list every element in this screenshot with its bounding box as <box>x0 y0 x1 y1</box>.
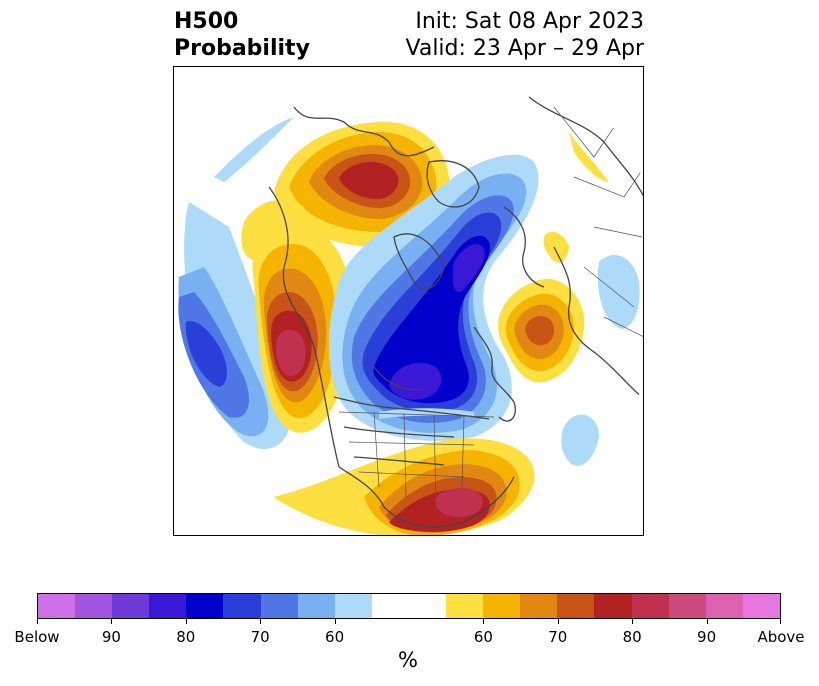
title-left: H500 Probability <box>174 8 310 62</box>
colorbar-cell <box>668 594 706 618</box>
colorbar-unit-label: % <box>398 648 418 672</box>
colorbar-cell <box>742 594 780 618</box>
colorbar-cell <box>705 594 743 618</box>
negative-anomaly-eurasia <box>597 254 640 329</box>
colorbar-tick-label: 70 <box>548 628 568 646</box>
colorbar-cell <box>483 594 521 618</box>
negative-anomaly-canada <box>328 154 539 441</box>
colorbar-tick-mark <box>37 619 38 624</box>
colorbar-cell <box>446 594 484 618</box>
colorbar-tick-mark <box>780 619 781 624</box>
colorbar-tick-label: 80 <box>176 628 196 646</box>
colorbar-tick-label: 90 <box>697 628 717 646</box>
colorbar-cell <box>371 594 409 618</box>
colorbar <box>37 593 781 619</box>
colorbar-tick-mark <box>706 619 708 624</box>
colorbar-cell <box>223 594 261 618</box>
title-right: Init: Sat 08 Apr 2023 Valid: 23 Apr – 29… <box>406 8 645 62</box>
colorbar-cell <box>631 594 669 618</box>
colorbar-tick-label: Below <box>14 628 60 646</box>
colorbar-tick-label: 60 <box>325 628 345 646</box>
positive-anomaly-greenland <box>274 122 450 247</box>
political-borders <box>338 106 643 508</box>
colorbar-cell <box>260 594 298 618</box>
colorbar-cell <box>112 594 150 618</box>
probability-map <box>173 66 644 536</box>
valid-range: Valid: 23 Apr – 29 Apr <box>405 36 645 61</box>
colorbar-cell <box>149 594 187 618</box>
colorbar-cell <box>38 594 76 618</box>
colorbar-tick-mark <box>185 619 187 624</box>
colorbar-cell <box>594 594 632 618</box>
colorbar-tick-mark <box>483 619 485 624</box>
colorbar-cell <box>557 594 595 618</box>
colorbar-tick-label: 80 <box>622 628 642 646</box>
map-canvas <box>178 96 643 535</box>
colorbar-cell <box>297 594 335 618</box>
colorbar-tick-label: 60 <box>473 628 493 646</box>
negative-anomaly-pacific <box>178 202 292 450</box>
negative-anomaly-atlantic <box>561 414 599 466</box>
title-variable: H500 <box>174 9 239 34</box>
colorbar-cell <box>520 594 558 618</box>
init-date: Init: Sat 08 Apr 2023 <box>415 9 644 34</box>
colorbar-tick-label: 90 <box>101 628 121 646</box>
colorbar-tick-label: Above <box>757 628 805 646</box>
colorbar-cell <box>186 594 224 618</box>
colorbar-tick-mark <box>260 619 262 624</box>
colorbar-cell <box>334 594 372 618</box>
colorbar-tick-mark <box>111 619 113 624</box>
negative-anomaly-arctic-edge <box>214 117 294 182</box>
positive-anomaly-scandinavia <box>498 132 609 383</box>
colorbar-tick-mark <box>557 619 559 624</box>
title-probability: Probability <box>174 36 310 61</box>
colorbar-tick-mark <box>632 619 634 624</box>
colorbar-tick-label: 70 <box>250 628 270 646</box>
positive-anomaly-gulf-of-alaska <box>252 222 353 433</box>
positive-anomaly-southeast-us <box>274 438 535 535</box>
colorbar-cell <box>408 594 447 618</box>
colorbar-cell <box>75 594 113 618</box>
colorbar-tick-mark <box>334 619 336 624</box>
